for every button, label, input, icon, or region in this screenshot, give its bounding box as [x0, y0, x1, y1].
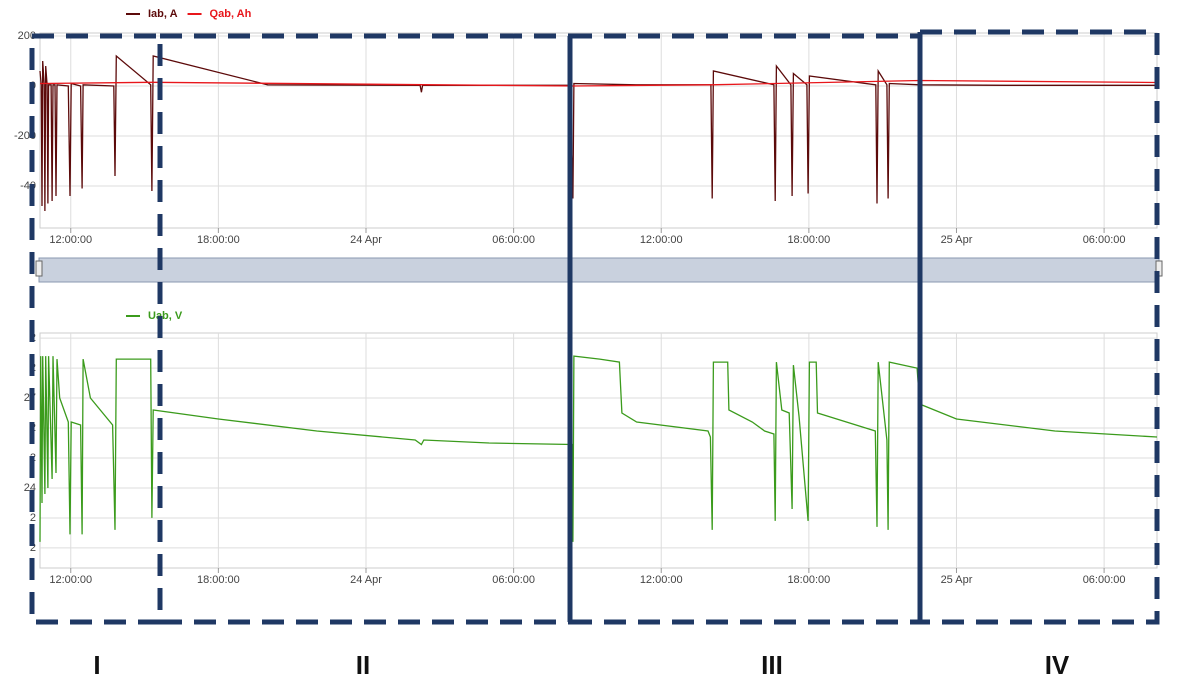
x-tick-label: 25 Apr [941, 574, 973, 586]
legend-label: Qab, Ah [210, 8, 252, 20]
legend-label: Uab, V [148, 310, 183, 322]
x-tick-label: 06:00:00 [492, 234, 535, 246]
legend-label: Iab, A [148, 8, 178, 20]
x-tick-label: 12:00:00 [640, 574, 683, 586]
y-tick-label: 2 [30, 512, 36, 524]
x-tick-label: 18:00:00 [197, 574, 240, 586]
x-tick-label: 24 Apr [350, 574, 382, 586]
section-label: IV [1045, 650, 1070, 680]
section-label: I [93, 650, 100, 680]
x-tick-label: 06:00:00 [1083, 234, 1126, 246]
navigator[interactable] [35, 257, 1163, 283]
y-tick-label: 2 [30, 542, 36, 554]
section-box [160, 33, 570, 625]
x-tick-label: 12:00:00 [640, 234, 683, 246]
x-tick-label: 24 Apr [350, 234, 382, 246]
data-line [39, 79, 1158, 87]
data-line [39, 54, 1157, 212]
section-box [570, 33, 920, 625]
y-tick-label: 200 [18, 30, 36, 42]
section-label: III [761, 650, 783, 680]
x-tick-label: 18:00:00 [787, 574, 830, 586]
navigator-handle[interactable] [35, 260, 43, 277]
navigator-track[interactable] [38, 257, 1160, 283]
x-tick-label: 12:00:00 [49, 574, 92, 586]
x-tick-label: 06:00:00 [1083, 574, 1126, 586]
plot-area [39, 32, 1158, 229]
x-tick-label: 25 Apr [941, 234, 973, 246]
section-label: II [356, 650, 370, 680]
section-box [920, 29, 1160, 625]
data-line [39, 355, 1158, 542]
x-tick-label: 12:00:00 [49, 234, 92, 246]
section-boxes [29, 29, 1160, 625]
x-tick-label: 06:00:00 [492, 574, 535, 586]
x-tick-label: 18:00:00 [197, 234, 240, 246]
x-tick-label: 18:00:00 [787, 234, 830, 246]
plot-area [39, 332, 1158, 569]
